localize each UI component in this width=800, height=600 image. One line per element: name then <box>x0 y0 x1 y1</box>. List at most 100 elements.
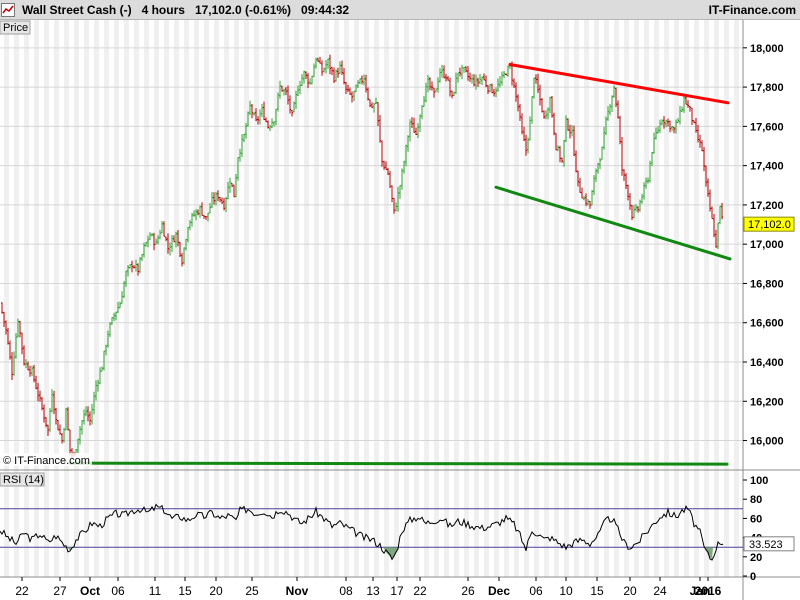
chart-canvas: Price © IT-Finance.com 18,000 17,800 17,600 1… <box>0 20 800 600</box>
session-stripe <box>34 20 39 577</box>
chart-title-line: Wall Street Cash (-) 4 hours 17,102.0 (-… <box>22 3 349 17</box>
session-stripe <box>14 20 19 577</box>
session-stripe <box>574 20 579 577</box>
date-axis-label: 13 <box>366 584 380 598</box>
session-stripe <box>604 20 609 577</box>
session-stripe <box>464 20 469 577</box>
clock-time: 09:44:32 <box>301 3 350 17</box>
price-axis-label: 16,600 <box>750 318 784 330</box>
session-stripe <box>184 20 189 577</box>
date-axis-label: 06 <box>111 584 125 598</box>
rsi-axis-label: 100 <box>750 475 768 487</box>
session-stripe <box>324 20 329 577</box>
session-stripe <box>64 20 69 577</box>
price-axis-label: 16,800 <box>750 278 784 290</box>
rsi-last-box <box>743 536 795 552</box>
session-stripe <box>204 20 209 577</box>
price-axis-label: 17,600 <box>750 121 784 133</box>
price-axis-label: 17,800 <box>750 82 784 94</box>
date-axis-label: 24 <box>653 584 667 598</box>
session-stripe <box>524 20 529 577</box>
session-stripe <box>364 20 369 577</box>
session-stripe <box>114 20 119 577</box>
date-axis-label: 22 <box>15 584 29 598</box>
price-axis-label: 17,000 <box>750 239 784 251</box>
session-stripe <box>244 20 249 577</box>
price-axis-label: 18,000 <box>750 43 784 55</box>
session-stripe <box>94 20 99 577</box>
date-axis-label: 17 <box>390 584 404 598</box>
date-axis-label: 15 <box>590 584 604 598</box>
session-stripe <box>624 20 629 577</box>
session-stripe <box>444 20 449 577</box>
session-stripe <box>714 20 719 577</box>
session-stripe <box>214 20 219 577</box>
session-stripe <box>474 20 479 577</box>
session-stripe <box>724 20 729 577</box>
session-stripe <box>734 20 739 577</box>
session-stripe <box>594 20 599 577</box>
rsi-line <box>0 503 724 561</box>
session-stripe <box>294 20 299 577</box>
session-stripe <box>174 20 179 577</box>
session-stripe <box>284 20 289 577</box>
session-stripe <box>404 20 409 577</box>
session-stripe <box>314 20 319 577</box>
session-stripe <box>614 20 619 577</box>
session-stripe <box>234 20 239 577</box>
chart-symbol-icon <box>1 3 15 17</box>
session-stripe <box>44 20 49 577</box>
session-stripe <box>4 20 9 577</box>
upper-support-trendline <box>494 185 732 261</box>
session-stripe <box>84 20 89 577</box>
date-axis-label: 20 <box>209 584 223 598</box>
session-stripe <box>654 20 659 577</box>
session-stripe <box>494 20 499 577</box>
session-stripe <box>254 20 259 577</box>
session-stripe <box>164 20 169 577</box>
session-stripe <box>584 20 589 577</box>
session-stripe <box>384 20 389 577</box>
date-axis-label: Jan <box>690 584 711 598</box>
session-stripe <box>504 20 509 577</box>
session-stripe <box>344 20 349 577</box>
price-axis-label: 16,200 <box>750 396 784 408</box>
rsi-panel-tag <box>0 472 45 487</box>
session-stripe <box>124 20 129 577</box>
session-stripe <box>454 20 459 577</box>
session-stripe <box>194 20 199 577</box>
rsi-panel-label: RSI (14) <box>3 474 44 486</box>
session-stripe <box>134 20 139 577</box>
session-stripe <box>144 20 149 577</box>
session-stripe <box>334 20 339 577</box>
date-axis-label: 15 <box>178 584 192 598</box>
session-stripe <box>694 20 699 577</box>
price-change: (-0.61%) <box>245 3 292 17</box>
session-stripe <box>74 20 79 577</box>
session-stripe <box>414 20 419 577</box>
session-stripe <box>354 20 359 577</box>
watermark-bg <box>0 453 92 466</box>
date-axis-label: 27 <box>53 584 67 598</box>
rsi-oversold-fill <box>383 547 399 559</box>
session-stripe <box>684 20 689 577</box>
session-stripe <box>634 20 639 577</box>
session-stripe <box>264 20 269 577</box>
last-price: 17,102.0 <box>194 3 242 17</box>
rsi-axis-label: 80 <box>750 494 762 506</box>
session-stripe <box>534 20 539 577</box>
session-stripe <box>104 20 109 577</box>
price-panel-label: Price <box>3 22 28 34</box>
rsi-last-label: 33.523 <box>749 539 783 551</box>
date-axis-label: 22 <box>413 584 427 598</box>
timeframe: 4 hours <box>141 3 185 17</box>
session-stripe <box>274 20 279 577</box>
session-stripe <box>664 20 669 577</box>
session-stripe <box>544 20 549 577</box>
date-axis-label: Dec <box>488 584 510 598</box>
session-stripe <box>644 20 649 577</box>
session-stripe <box>674 20 679 577</box>
price-axis-label: 17,400 <box>750 161 784 173</box>
date-axis-label: 08 <box>339 584 353 598</box>
rsi-axis-label: 20 <box>750 552 762 564</box>
